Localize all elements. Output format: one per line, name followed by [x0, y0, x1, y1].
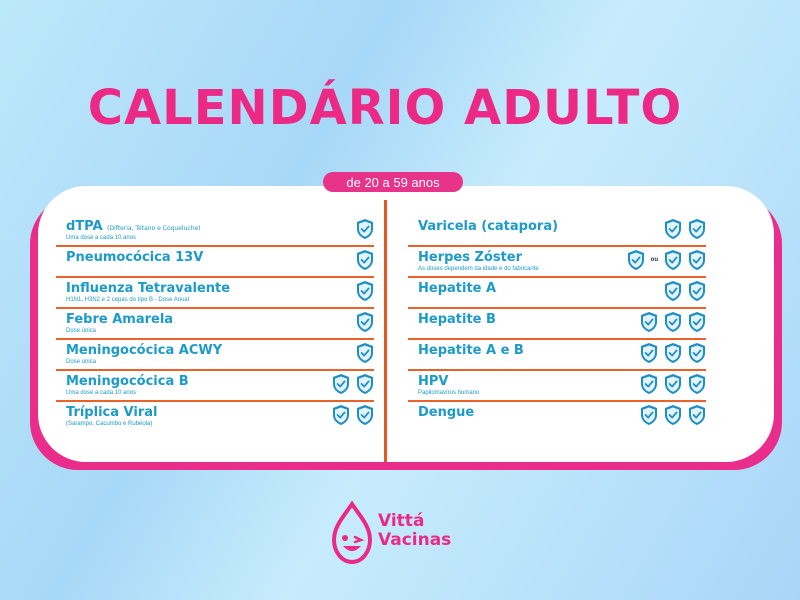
- vaccine-row: Influenza Tetravalente H1N1, H3N2 e 2 ce…: [56, 278, 374, 309]
- dose-shield-icon: [357, 281, 373, 301]
- column-divider: [384, 200, 387, 462]
- dose-shields: [664, 280, 706, 302]
- dose-shield-icon: [689, 405, 705, 425]
- dose-shield-icon: [689, 374, 705, 394]
- dose-shields: [332, 404, 374, 426]
- or-label: ou: [650, 257, 658, 263]
- vaccine-name: Hepatite B: [418, 312, 496, 327]
- dose-shields: [356, 218, 374, 240]
- dose-shield-icon: [665, 405, 681, 425]
- vaccine-row: Hepatite A e B: [408, 340, 706, 371]
- dose-shield-icon: [665, 312, 681, 332]
- dose-shield-icon: [689, 219, 705, 239]
- dose-shields: ou: [627, 249, 706, 271]
- vaccine-name: Pneumocócica 13V: [66, 250, 204, 265]
- vaccine-note: As doses dependem da idade e do fabrican…: [418, 266, 539, 272]
- vaccine-name: Herpes Zóster: [418, 250, 523, 265]
- dose-shields: [640, 404, 706, 426]
- dose-shield-icon: [357, 374, 373, 394]
- dose-shields: [640, 342, 706, 364]
- vaccine-row: Tríplica Viral (Sarampo, Cacumbo e Rubéo…: [56, 402, 374, 433]
- dose-shields: [640, 311, 706, 333]
- vaccine-name: Febre Amarela: [66, 312, 174, 327]
- dose-shield-icon: [641, 374, 657, 394]
- brand-name: Vittá Vacinas: [378, 511, 452, 550]
- dose-shield-icon: [689, 250, 705, 270]
- dose-shield-icon: [641, 405, 657, 425]
- vaccine-name: Meningocócica B: [66, 374, 189, 389]
- dose-shields: [356, 342, 374, 364]
- vitta-vacinas-logo: Vittá Vacinas: [330, 500, 480, 570]
- dose-shields: [356, 311, 374, 333]
- dose-shield-icon: [641, 312, 657, 332]
- dose-shield-icon: [665, 250, 681, 270]
- dose-shield-icon: [333, 374, 349, 394]
- vaccine-name: HPV: [418, 374, 449, 389]
- vaccine-note: Papilomavírus humano: [418, 390, 480, 396]
- vaccine-note: H1N1, H3N2 e 2 cepas do tipo B - Dose An…: [66, 297, 190, 303]
- dose-shield-icon: [689, 281, 705, 301]
- vaccine-name: Hepatite A: [418, 281, 497, 296]
- vaccine-name: Influenza Tetravalente: [66, 281, 231, 296]
- vaccine-row: Hepatite A: [408, 278, 706, 309]
- vaccine-row: Febre Amarela Dose única: [56, 309, 374, 340]
- dose-shields: [332, 373, 374, 395]
- dose-shield-icon: [333, 405, 349, 425]
- drop-wink-face-icon: [331, 500, 373, 565]
- vaccine-name: Tríplica Viral: [66, 405, 158, 420]
- dose-shields: [356, 249, 374, 271]
- vaccine-note: Dose única: [66, 328, 97, 334]
- vaccine-row: Dengue: [408, 402, 706, 433]
- vaccine-row: Varicela (catapora): [408, 216, 706, 247]
- dose-shield-icon: [357, 312, 373, 332]
- vaccine-row: dTPA (Difteria, Tétano e Coqueluche) Uma…: [56, 216, 374, 247]
- dose-shields: [356, 280, 374, 302]
- vaccine-name: Dengue: [418, 405, 475, 420]
- vaccine-row: Meningocócica ACWY Dose única: [56, 340, 374, 371]
- vaccine-row: Meningocócica B Uma dose a cada 10 anos: [56, 371, 374, 402]
- dose-shield-icon: [665, 374, 681, 394]
- vaccine-name-detail: (Difteria, Tétano e Coqueluche): [107, 225, 201, 232]
- age-range-badge: de 20 a 59 anos: [323, 172, 463, 192]
- dose-shields: [640, 373, 706, 395]
- left-column: dTPA (Difteria, Tétano e Coqueluche) Uma…: [56, 216, 374, 433]
- dose-shield-icon: [357, 219, 373, 239]
- vaccine-note: (Sarampo, Cacumbo e Rubéola): [66, 421, 153, 427]
- vaccine-name: Varicela (catapora): [418, 219, 559, 234]
- vaccine-row: Hepatite B: [408, 309, 706, 340]
- vaccine-calendar-card: dTPA (Difteria, Tétano e Coqueluche) Uma…: [38, 186, 774, 462]
- dose-shield-icon: [627, 250, 644, 270]
- vaccine-row: Herpes Zóster As doses dependem da idade…: [408, 247, 706, 278]
- vaccine-name: Meningocócica ACWY: [66, 343, 223, 358]
- vaccine-name: dTPA (Difteria, Tétano e Coqueluche): [66, 219, 201, 234]
- right-column: Varicela (catapora) Herpes Zóster As dos…: [408, 216, 706, 433]
- page-title: CALENDÁRIO ADULTO: [87, 80, 683, 136]
- dose-shield-icon: [665, 219, 681, 239]
- dose-shield-icon: [357, 343, 373, 363]
- dose-shields: [664, 218, 706, 240]
- vaccine-note: Uma dose a cada 10 anos: [66, 235, 137, 241]
- vaccine-row: HPV Papilomavírus humano: [408, 371, 706, 402]
- dose-shield-icon: [689, 343, 705, 363]
- dose-shield-icon: [641, 343, 657, 363]
- dose-shield-icon: [357, 405, 373, 425]
- dose-shield-icon: [665, 343, 681, 363]
- vaccine-note: Dose única: [66, 359, 97, 365]
- vaccine-note: Uma dose a cada 10 anos: [66, 390, 137, 396]
- dose-shield-icon: [665, 281, 681, 301]
- dose-shield-icon: [357, 250, 373, 270]
- dose-shield-icon: [689, 312, 705, 332]
- vaccine-row: Pneumocócica 13V: [56, 247, 374, 278]
- vaccine-name: Hepatite A e B: [418, 343, 524, 358]
